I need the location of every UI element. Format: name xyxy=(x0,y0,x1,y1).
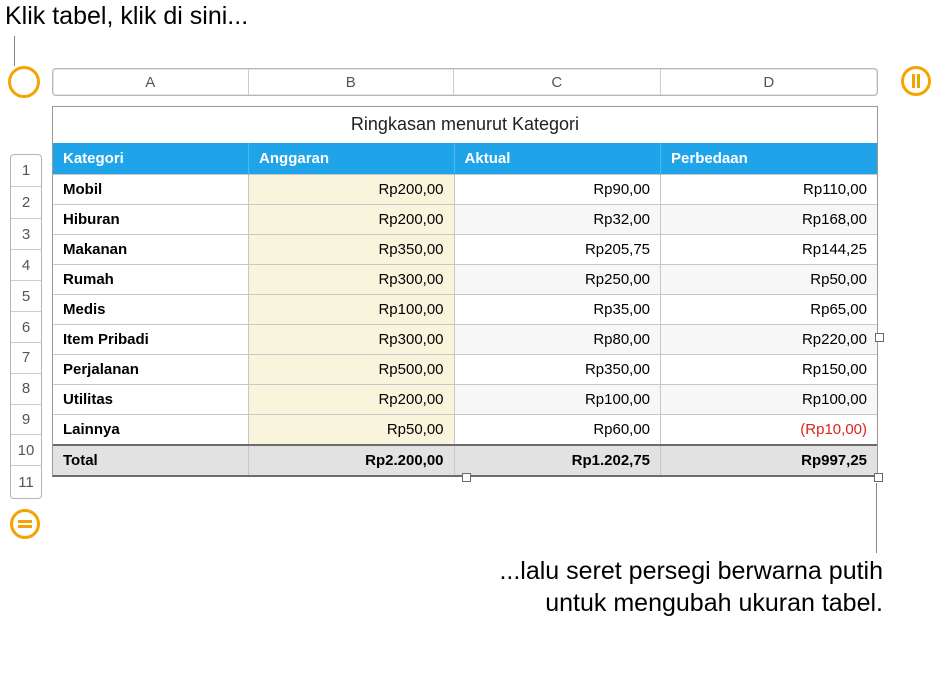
column-header-B[interactable]: B xyxy=(249,69,455,95)
cell-diff[interactable]: Rp144,25 xyxy=(661,235,877,265)
table-row-total[interactable]: TotalRp2.200,00Rp1.202,75Rp997,25 xyxy=(53,445,877,475)
row-header-11[interactable]: 11 xyxy=(11,466,41,498)
callout-leader-top xyxy=(14,36,15,66)
table-row[interactable]: RumahRp300,00Rp250,00Rp50,00 xyxy=(53,265,877,295)
callout-bottom-line1: ...lalu seret persegi berwarna putih xyxy=(499,557,883,585)
table-title: Ringkasan menurut Kategori xyxy=(53,107,877,143)
row-header-7[interactable]: 7 xyxy=(11,343,41,374)
table-select-handle[interactable] xyxy=(8,66,40,98)
table-row[interactable]: LainnyaRp50,00Rp60,00(Rp10,00) xyxy=(53,415,877,446)
table-row[interactable]: MedisRp100,00Rp35,00Rp65,00 xyxy=(53,295,877,325)
row-header-4[interactable]: 4 xyxy=(11,250,41,281)
cell-diff[interactable]: Rp168,00 xyxy=(661,205,877,235)
callout-top-text: Klik tabel, klik di sini... xyxy=(5,2,248,31)
cell-actual[interactable]: Rp60,00 xyxy=(454,415,661,446)
cell-total-actual[interactable]: Rp1.202,75 xyxy=(454,445,661,475)
callout-bottom-text: ...lalu seret persegi berwarna putih unt… xyxy=(499,555,883,619)
cell-category[interactable]: Perjalanan xyxy=(53,355,249,385)
row-header-8[interactable]: 8 xyxy=(11,374,41,405)
cell-diff[interactable]: Rp100,00 xyxy=(661,385,877,415)
column-heading[interactable]: Aktual xyxy=(454,143,661,175)
column-header-bar[interactable]: ABCD xyxy=(52,68,878,96)
data-table[interactable]: KategoriAnggaranAktualPerbedaanMobilRp20… xyxy=(53,143,877,475)
cell-category[interactable]: Medis xyxy=(53,295,249,325)
callout-leader-bottom xyxy=(876,483,877,553)
add-row-handle[interactable] xyxy=(10,509,40,539)
resize-handle-right[interactable] xyxy=(875,333,884,342)
row-header-6[interactable]: 6 xyxy=(11,312,41,343)
cell-budget[interactable]: Rp100,00 xyxy=(249,295,455,325)
row-header-10[interactable]: 10 xyxy=(11,435,41,466)
column-header-A[interactable]: A xyxy=(53,69,249,95)
cell-budget[interactable]: Rp300,00 xyxy=(249,325,455,355)
callout-bottom-line2: untuk mengubah ukuran tabel. xyxy=(545,589,883,617)
cell-diff[interactable]: (Rp10,00) xyxy=(661,415,877,446)
resize-handle-bottom-mid[interactable] xyxy=(462,473,471,482)
cell-category[interactable]: Item Pribadi xyxy=(53,325,249,355)
table-row[interactable]: Item PribadiRp300,00Rp80,00Rp220,00 xyxy=(53,325,877,355)
cell-budget[interactable]: Rp50,00 xyxy=(249,415,455,446)
cell-category[interactable]: Mobil xyxy=(53,175,249,205)
row-header-9[interactable]: 9 xyxy=(11,405,41,436)
column-heading[interactable]: Anggaran xyxy=(249,143,455,175)
cell-category[interactable]: Utilitas xyxy=(53,385,249,415)
cell-actual[interactable]: Rp80,00 xyxy=(454,325,661,355)
cell-category[interactable]: Rumah xyxy=(53,265,249,295)
cell-budget[interactable]: Rp300,00 xyxy=(249,265,455,295)
cell-budget[interactable]: Rp500,00 xyxy=(249,355,455,385)
column-heading[interactable]: Perbedaan xyxy=(661,143,877,175)
table-row[interactable]: UtilitasRp200,00Rp100,00Rp100,00 xyxy=(53,385,877,415)
cell-category[interactable]: Hiburan xyxy=(53,205,249,235)
cell-total-diff[interactable]: Rp997,25 xyxy=(661,445,877,475)
table-row[interactable]: HiburanRp200,00Rp32,00Rp168,00 xyxy=(53,205,877,235)
cell-budget[interactable]: Rp200,00 xyxy=(249,205,455,235)
table-row[interactable]: PerjalananRp500,00Rp350,00Rp150,00 xyxy=(53,355,877,385)
column-header-C[interactable]: C xyxy=(454,69,661,95)
table-body[interactable]: Ringkasan menurut Kategori KategoriAngga… xyxy=(52,106,878,477)
table-row[interactable]: MakananRp350,00Rp205,75Rp144,25 xyxy=(53,235,877,265)
row-header-bar[interactable]: 1234567891011 xyxy=(10,154,42,499)
row-header-5[interactable]: 5 xyxy=(11,281,41,312)
row-header-1[interactable]: 1 xyxy=(11,155,41,187)
cell-actual[interactable]: Rp100,00 xyxy=(454,385,661,415)
cell-actual[interactable]: Rp90,00 xyxy=(454,175,661,205)
cell-actual[interactable]: Rp205,75 xyxy=(454,235,661,265)
column-header-D[interactable]: D xyxy=(661,69,877,95)
resize-handle-corner[interactable] xyxy=(874,473,883,482)
cell-diff[interactable]: Rp50,00 xyxy=(661,265,877,295)
cell-diff[interactable]: Rp220,00 xyxy=(661,325,877,355)
cell-diff[interactable]: Rp110,00 xyxy=(661,175,877,205)
cell-budget[interactable]: Rp350,00 xyxy=(249,235,455,265)
add-column-handle[interactable] xyxy=(901,66,931,96)
cell-budget[interactable]: Rp200,00 xyxy=(249,175,455,205)
table-row[interactable]: MobilRp200,00Rp90,00Rp110,00 xyxy=(53,175,877,205)
cell-actual[interactable]: Rp32,00 xyxy=(454,205,661,235)
cell-actual[interactable]: Rp350,00 xyxy=(454,355,661,385)
column-heading[interactable]: Kategori xyxy=(53,143,249,175)
row-header-2[interactable]: 2 xyxy=(11,187,41,219)
cell-total-budget[interactable]: Rp2.200,00 xyxy=(249,445,455,475)
cell-diff[interactable]: Rp65,00 xyxy=(661,295,877,325)
cell-total-cat[interactable]: Total xyxy=(53,445,249,475)
cell-diff[interactable]: Rp150,00 xyxy=(661,355,877,385)
cell-actual[interactable]: Rp35,00 xyxy=(454,295,661,325)
row-header-3[interactable]: 3 xyxy=(11,219,41,251)
cell-actual[interactable]: Rp250,00 xyxy=(454,265,661,295)
cell-category[interactable]: Makanan xyxy=(53,235,249,265)
cell-category[interactable]: Lainnya xyxy=(53,415,249,446)
cell-budget[interactable]: Rp200,00 xyxy=(249,385,455,415)
